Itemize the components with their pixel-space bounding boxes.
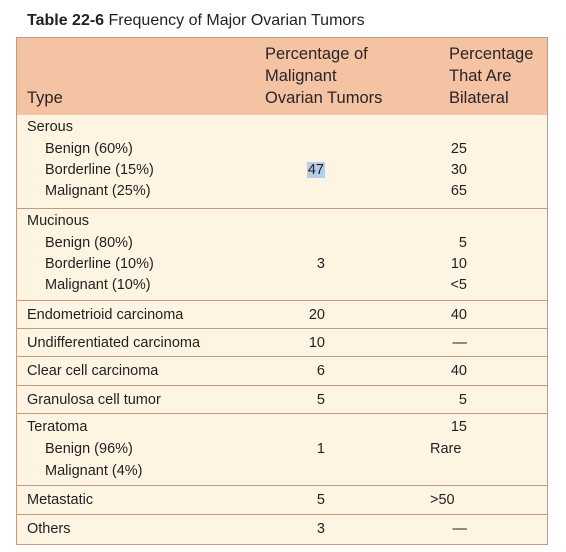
- table-header: Type Percentage of Malignant Ovarian Tum…: [17, 38, 547, 115]
- row-label: Serous: [27, 119, 73, 135]
- row-label: Metastatic: [27, 492, 94, 508]
- row-divider: [17, 208, 547, 209]
- bilateral-cell: <5: [450, 277, 467, 293]
- row-sublabel: Benign (96%): [45, 441, 133, 457]
- bilateral-cell: 65: [450, 183, 467, 199]
- malignant-percentage-cell: 10: [308, 335, 325, 351]
- table-caption: Table 22-6 Frequency of Major Ovarian Tu…: [27, 12, 365, 30]
- row-divider: [17, 413, 547, 414]
- row-label: Others: [27, 521, 71, 537]
- row-divider: [17, 385, 547, 386]
- malignant-percentage-cell: 5: [316, 392, 325, 408]
- malignant-percentage-cell: 20: [308, 307, 325, 323]
- bilateral-cell: Rare: [430, 441, 462, 457]
- malignant-percentage-cell: 6: [316, 363, 325, 379]
- bilateral-cell: 40: [450, 363, 467, 379]
- row-divider: [17, 485, 547, 486]
- row-sublabel: Borderline (10%): [45, 256, 154, 272]
- row-divider: [17, 300, 547, 301]
- malignant-percentage-cell[interactable]: 47: [265, 159, 325, 181]
- bilateral-cell: 5: [458, 392, 467, 408]
- bilateral-cell: —: [452, 521, 468, 537]
- ovarian-tumor-table: Type Percentage of Malignant Ovarian Tum…: [16, 37, 548, 545]
- row-label: Granulosa cell tumor: [27, 392, 161, 408]
- table-number: Table 22-6: [27, 12, 105, 29]
- row-sublabel: Benign (60%): [45, 141, 133, 157]
- header-type: Type: [27, 89, 63, 107]
- bilateral-cell: 25: [450, 141, 467, 157]
- row-sublabel: Malignant (25%): [45, 183, 151, 199]
- bilateral-cell: 15: [450, 419, 467, 435]
- table-title: Frequency of Major Ovarian Tumors: [108, 12, 365, 29]
- row-sublabel: Malignant (4%): [45, 463, 143, 479]
- bilateral-cell: 10: [450, 256, 467, 272]
- row-divider: [17, 356, 547, 357]
- bilateral-cell: >50: [430, 492, 455, 508]
- row-divider: [17, 514, 547, 515]
- malignant-percentage-cell: 1: [316, 441, 325, 457]
- malignant-percentage-cell: 3: [316, 521, 325, 537]
- bilateral-cell: 30: [450, 162, 467, 178]
- bilateral-cell: 5: [458, 235, 467, 251]
- row-sublabel: Borderline (15%): [45, 162, 154, 178]
- bilateral-cell: 40: [450, 307, 467, 323]
- row-label: Endometrioid carcinoma: [27, 307, 184, 323]
- header-bilateral-percentage: Percentage That Are Bilateral: [449, 45, 534, 107]
- selected-text[interactable]: 47: [306, 162, 325, 178]
- row-divider: [17, 328, 547, 329]
- row-label: Undifferentiated carcinoma: [27, 335, 201, 351]
- row-label: Mucinous: [27, 213, 90, 229]
- row-sublabel: Malignant (10%): [45, 277, 151, 293]
- row-label: Clear cell carcinoma: [27, 363, 159, 379]
- header-malignant-percentage: Percentage of Malignant Ovarian Tumors: [265, 45, 383, 107]
- bilateral-cell: —: [452, 335, 468, 351]
- malignant-percentage-cell: 3: [316, 256, 325, 272]
- malignant-percentage-cell: 5: [316, 492, 325, 508]
- row-label: Teratoma: [27, 419, 88, 435]
- row-sublabel: Benign (80%): [45, 235, 133, 251]
